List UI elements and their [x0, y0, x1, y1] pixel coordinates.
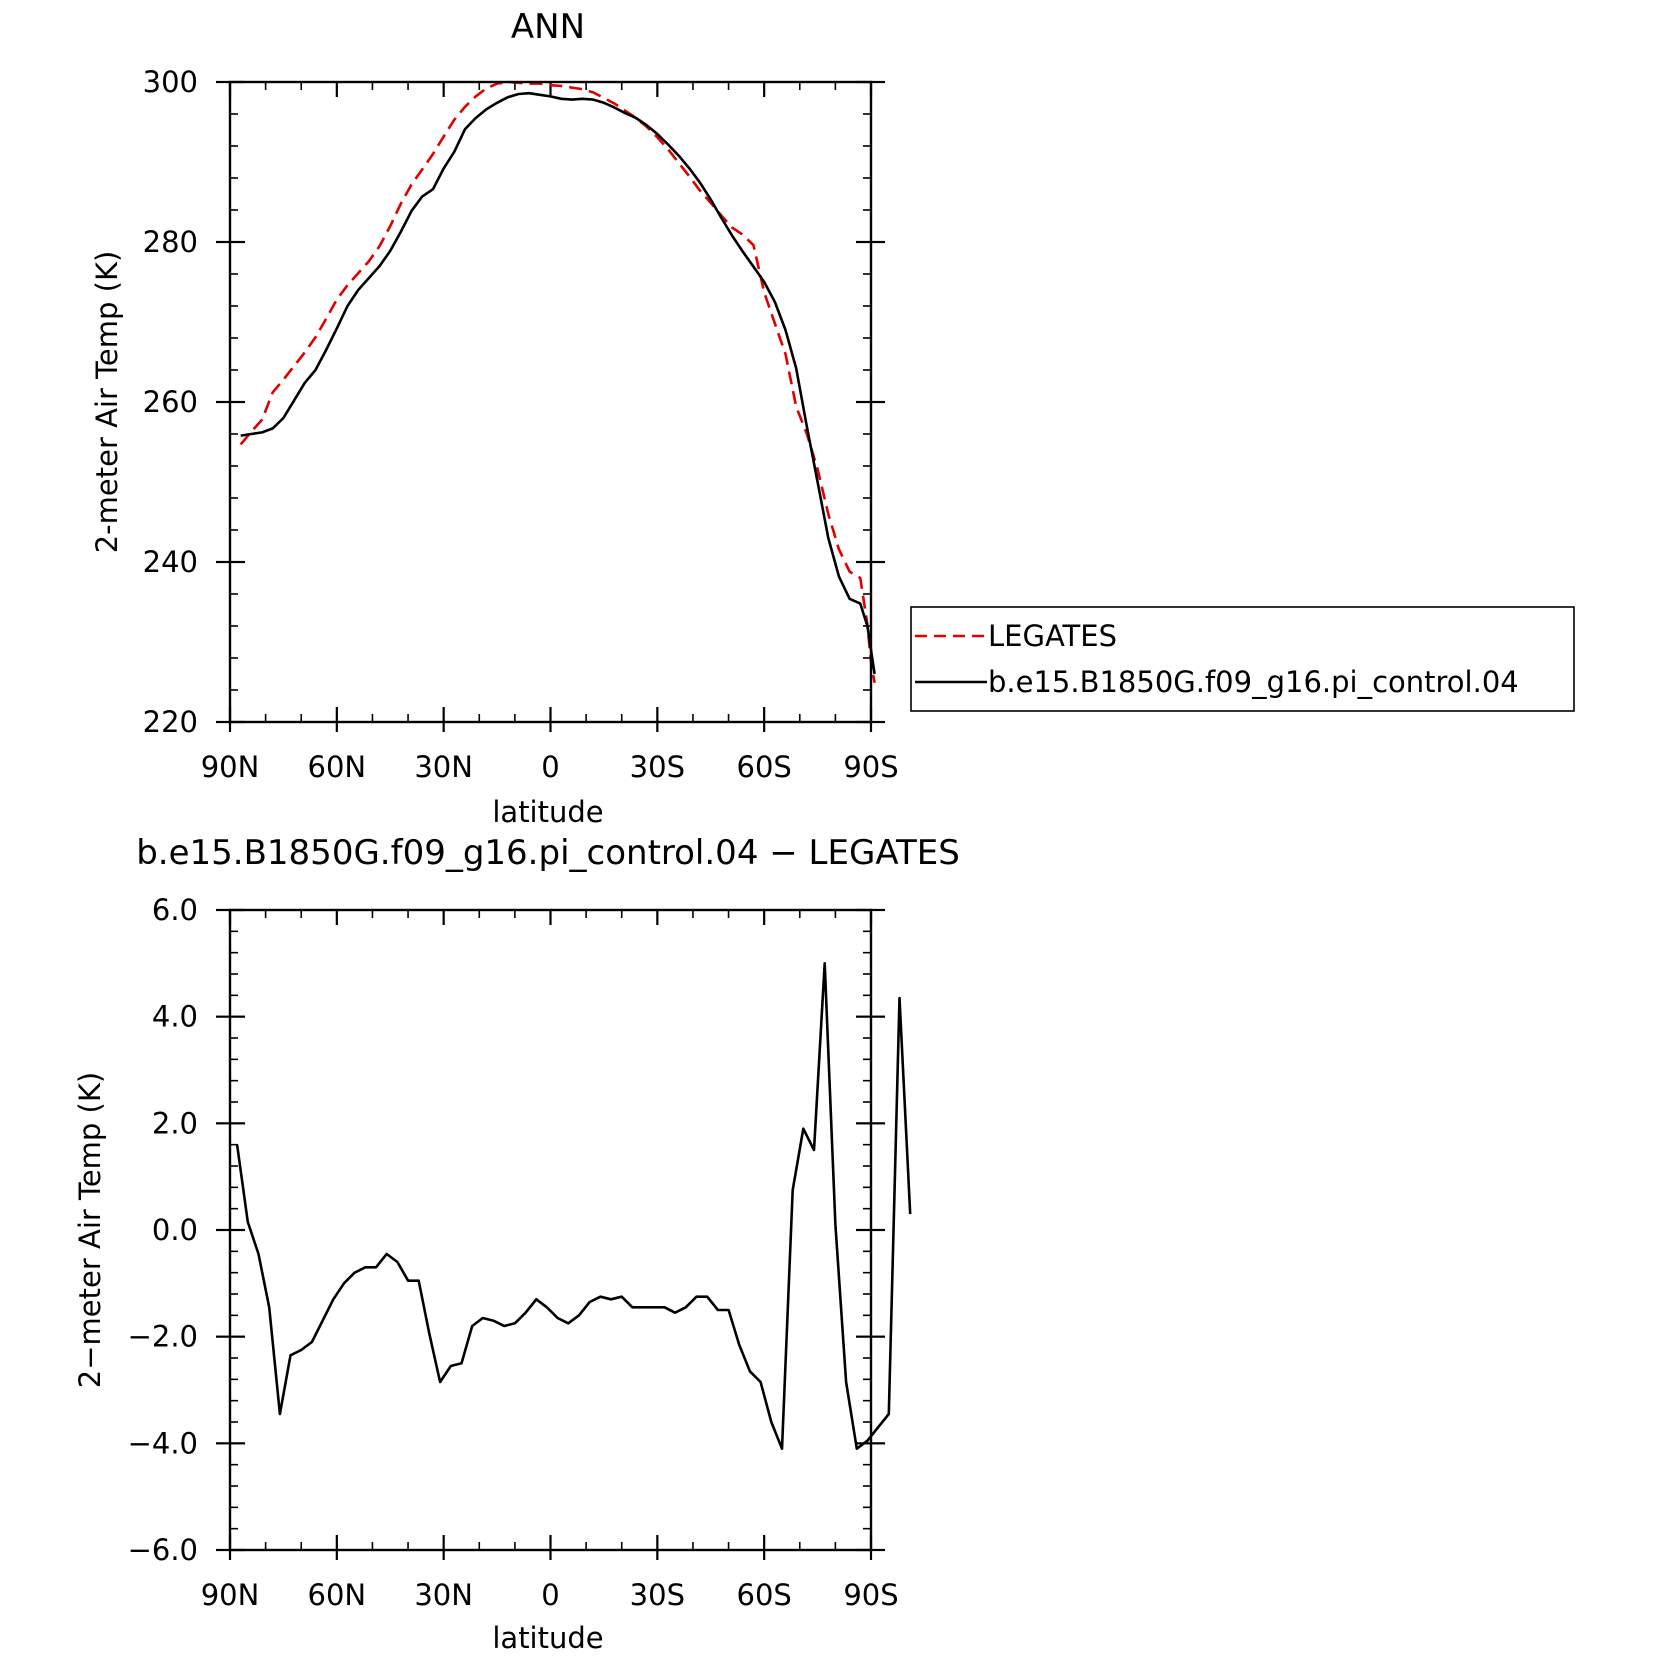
bottom-panel: b.e15.B1850G.f09_g16.pi_control.04 − LEG…	[73, 833, 960, 1655]
top-x-tick-label: 90N	[201, 750, 260, 784]
legend-box	[910, 606, 1575, 712]
top-x-tick-label: 30S	[630, 750, 685, 784]
bottom-panel-title: b.e15.B1850G.f09_g16.pi_control.04 − LEG…	[136, 833, 960, 873]
top-plot-frame	[228, 80, 873, 724]
bottom-x-tick-label: 60S	[737, 1578, 792, 1612]
bottom-y-tick-label: −2.0	[128, 1320, 198, 1354]
top-x-tick-label: 30N	[414, 750, 473, 784]
legend-label-legates: LEGATES	[988, 619, 1117, 653]
bottom-y-tick-label: −4.0	[128, 1426, 198, 1460]
bottom-plot-frame	[228, 908, 873, 1552]
bottom-y-tick-label: −6.0	[128, 1533, 198, 1567]
top-y-tick-label: 220	[143, 705, 198, 739]
top-series-line-0	[239, 80, 876, 684]
top-series-line-1	[240, 91, 876, 675]
top-panel: ANN 90N 60N 30N 0 30S 60S 90S 300 280 260 240 220 l…	[90, 7, 1575, 829]
bottom-x-tick-label: 30S	[630, 1578, 685, 1612]
bottom-x-tick-label: 90S	[843, 1578, 898, 1612]
top-panel-title: ANN	[511, 7, 585, 47]
bottom-y-tick-label: 4.0	[152, 1000, 198, 1034]
bottom-x-tick-label: 0	[541, 1578, 559, 1612]
top-x-tick-label: 60S	[737, 750, 792, 784]
top-y-tick-label: 280	[143, 225, 198, 259]
bottom-x-tick-label: 90N	[201, 1578, 260, 1612]
bottom-y-axis-label: 2−meter Air Temp (K)	[73, 1072, 107, 1388]
top-x-tick-label: 90S	[843, 750, 898, 784]
top-y-tick-label: 260	[143, 385, 198, 419]
bottom-x-tick-label: 30N	[414, 1578, 473, 1612]
bottom-y-tick-label: 0.0	[152, 1213, 198, 1247]
bottom-x-tick-label: 60N	[308, 1578, 367, 1612]
legend-label-model: b.e15.B1850G.f09_g16.pi_control.04	[988, 665, 1519, 699]
bottom-series-line-0	[235, 962, 912, 1450]
top-y-tick-label: 300	[143, 65, 198, 99]
bottom-y-tick-label: 2.0	[152, 1106, 198, 1140]
legend: LEGATES b.e15.B1850G.f09_g16.pi_control.…	[910, 606, 1575, 712]
top-y-tick-label: 240	[143, 545, 198, 579]
top-x-axis-label: latitude	[492, 795, 603, 829]
bottom-x-axis-label: latitude	[492, 1621, 603, 1655]
top-x-tick-label: 60N	[308, 750, 367, 784]
top-y-axis-label: 2-meter Air Temp (K)	[90, 251, 124, 554]
top-x-tick-label: 0	[541, 750, 559, 784]
bottom-y-tick-label: 6.0	[152, 893, 198, 927]
